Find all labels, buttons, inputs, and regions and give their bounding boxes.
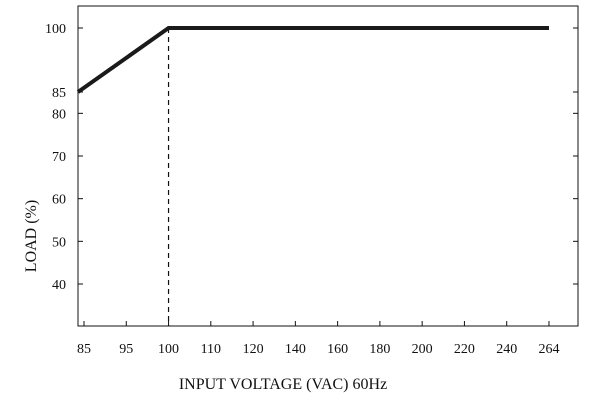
x-tick-label: 180 [369, 342, 390, 357]
y-tick-label: 40 [52, 278, 66, 293]
tick-group: 85 95 100 110 120 140 160 180 200 220 240 264 100 85 8… [45, 22, 578, 357]
x-tick-label: 100 [158, 342, 179, 357]
x-tick-label: 200 [412, 342, 433, 357]
x-tick-label: 160 [327, 342, 348, 357]
x-tick-label: 85 [77, 342, 91, 357]
plot-frame [77, 5, 579, 327]
y-tick-label: 50 [52, 235, 66, 250]
series-group [76, 26, 550, 94]
x-tick-label: 140 [285, 342, 306, 357]
y-tick-label: 100 [45, 22, 66, 37]
y-tick-label: 60 [52, 193, 66, 208]
x-tick-label: 264 [538, 342, 559, 357]
y-tick-label: 85 [52, 86, 66, 101]
x-tick-label: 240 [496, 342, 517, 357]
y-tick-label: 80 [52, 107, 66, 122]
derating-curve [76, 26, 549, 94]
x-tick-label: 95 [119, 342, 133, 357]
x-tick-label: 120 [243, 342, 264, 357]
x-tick-label: 220 [454, 342, 475, 357]
x-axis-title: INPUT VOLTAGE (VAC) 60Hz [179, 376, 387, 393]
x-tick-label: 110 [201, 342, 221, 357]
y-tick-label: 70 [52, 150, 66, 165]
y-axis-title: LOAD (%) [23, 200, 40, 272]
